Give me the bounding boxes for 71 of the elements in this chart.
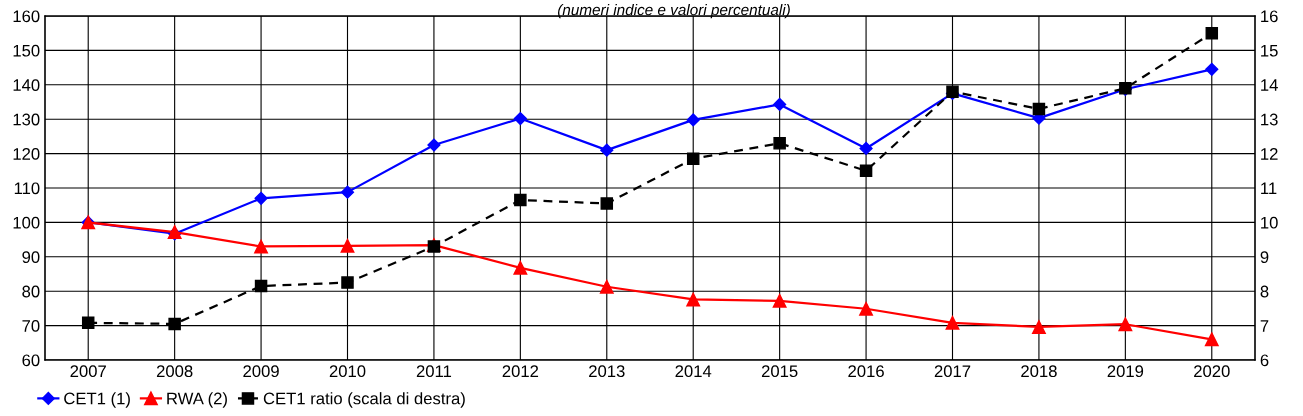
point [686, 292, 701, 307]
x-tick-label: 2007 [70, 365, 106, 378]
point [859, 301, 874, 316]
x-tick-label: 2016 [848, 365, 884, 378]
y2-tick-label: 7 [1260, 320, 1269, 332]
point [514, 193, 527, 207]
y2-tick-label: 16 [1261, 10, 1278, 23]
x-tick-label: 2010 [329, 365, 366, 378]
y2-tick-label: 12 [1261, 148, 1278, 160]
point [1031, 320, 1046, 334]
x-tick-label: 2011 [416, 365, 452, 378]
y-tick-label: 110 [14, 182, 40, 195]
point [1118, 317, 1133, 332]
y2-tick-label: 14 [1261, 79, 1278, 91]
point [859, 164, 873, 178]
x-tick-label: 2020 [1194, 365, 1230, 378]
y2-tick-label: 15 [1261, 44, 1278, 57]
x-tick-label: 2019 [1107, 365, 1144, 378]
point [686, 113, 700, 127]
point [254, 279, 268, 293]
point [945, 315, 960, 330]
point [513, 260, 528, 275]
legend-label: CET1 (1) [64, 392, 130, 408]
point [340, 185, 355, 199]
point [1032, 102, 1046, 116]
point [427, 138, 441, 152]
point [772, 293, 787, 308]
y2-tick-label: 9 [1260, 251, 1269, 263]
point [340, 238, 355, 253]
y-tick-label: 70 [22, 320, 40, 332]
y-tick-label: 140 [13, 79, 40, 91]
point [600, 197, 614, 210]
y-tick-label: 90 [22, 251, 40, 263]
legend-label: RWA (2) [167, 392, 227, 408]
point [599, 279, 614, 294]
x-tick-label: 2014 [675, 365, 712, 378]
legend-label: CET1 ratio (scala di destra) [263, 392, 465, 408]
y-tick-label: 150 [13, 44, 40, 57]
point [254, 191, 268, 205]
point [859, 141, 873, 156]
x-tick-label: 2009 [243, 365, 279, 378]
x-tick-label: 2012 [502, 365, 539, 378]
y2-tick-label: 8 [1260, 285, 1269, 298]
y-tick-label: 60 [22, 354, 40, 367]
y2-tick-label: 13 [1261, 113, 1278, 126]
point [513, 111, 527, 126]
chart-subtitle: (numeri indice e valori percentuali) [557, 4, 790, 19]
point [341, 276, 354, 289]
point [600, 143, 614, 157]
y-tick-label: 160 [13, 10, 40, 23]
point [773, 97, 787, 111]
point [254, 239, 269, 254]
x-tick-label: 2013 [589, 365, 625, 378]
point [1205, 62, 1219, 76]
y2-tick-label: 6 [1260, 354, 1269, 367]
x-tick-label: 2018 [1021, 365, 1057, 378]
point [168, 317, 181, 331]
point [773, 137, 786, 150]
y-tick-label: 120 [13, 148, 40, 160]
y-tick-label: 80 [22, 285, 40, 298]
point [1205, 26, 1219, 40]
x-tick-label: 2017 [934, 365, 971, 378]
point [81, 316, 95, 330]
point [686, 152, 700, 166]
point [1204, 332, 1219, 347]
y2-tick-label: 10 [1261, 216, 1278, 229]
x-tick-label: 2008 [156, 365, 193, 378]
y-tick-label: 100 [13, 216, 40, 229]
y2-tick-label: 11 [1261, 182, 1277, 195]
y-tick-label: 130 [13, 113, 40, 126]
x-tick-label: 2015 [761, 365, 798, 378]
